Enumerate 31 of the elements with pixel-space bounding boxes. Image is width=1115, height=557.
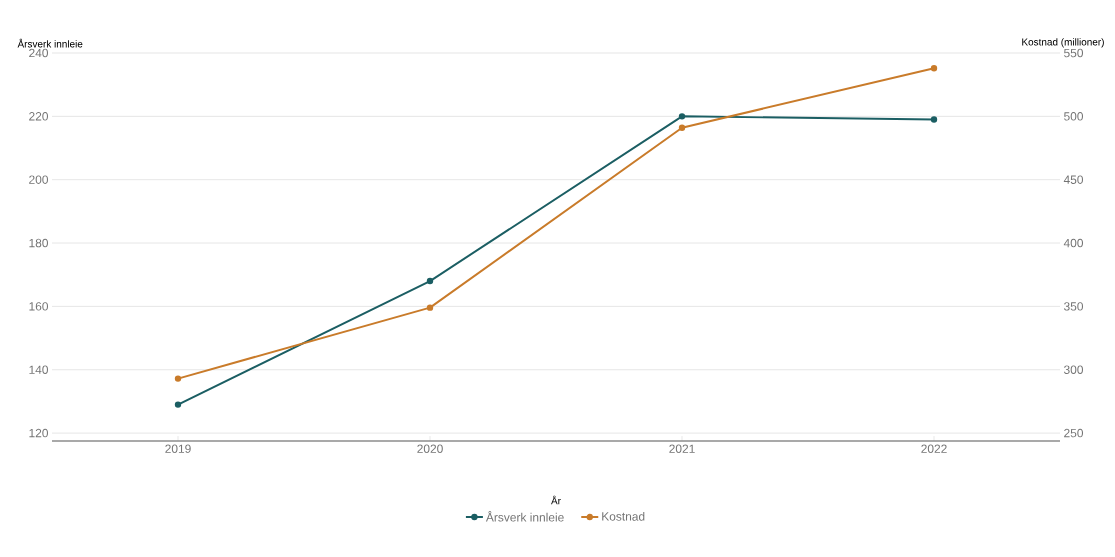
y2-axis-title: Kostnad (millioner) [1022, 38, 1104, 48]
y-tick-label: 220 [29, 112, 49, 121]
x-tick-label: 2020 [417, 444, 443, 453]
x-tick-label: 2021 [669, 444, 695, 453]
point [930, 116, 938, 123]
legend-label: Kostnad [602, 511, 645, 521]
y-tick-label: 180 [29, 238, 49, 248]
point [174, 375, 182, 382]
point [678, 113, 686, 120]
y2-tick-label: 250 [1064, 428, 1084, 438]
y-tick-label: 200 [29, 175, 49, 184]
x-axis-title: År [551, 495, 561, 505]
legend-label: Årsverk innleie [485, 511, 564, 522]
point [426, 304, 434, 311]
y2-tick-label: 400 [1063, 238, 1084, 248]
point [426, 277, 434, 285]
y2-tick-label: 350 [1063, 302, 1084, 311]
y-tick-label: 160 [29, 302, 49, 311]
point [930, 65, 938, 72]
y-tick-label: 240 [29, 48, 49, 58]
y2-tick-label: 550 [1064, 48, 1084, 58]
x-tick-label: 2022 [921, 444, 947, 453]
y2-tick-label: 500 [1064, 112, 1084, 121]
x-tick-label: 2019 [165, 444, 191, 453]
y-tick-label: 140 [29, 365, 49, 374]
y2-tick-label: 450 [1063, 175, 1084, 184]
y-axis-title: Årsverk innleie [17, 38, 83, 48]
point [678, 124, 686, 131]
y2-tick-label: 300 [1063, 365, 1084, 374]
point [174, 401, 182, 408]
y-tick-label: 120 [29, 428, 49, 438]
